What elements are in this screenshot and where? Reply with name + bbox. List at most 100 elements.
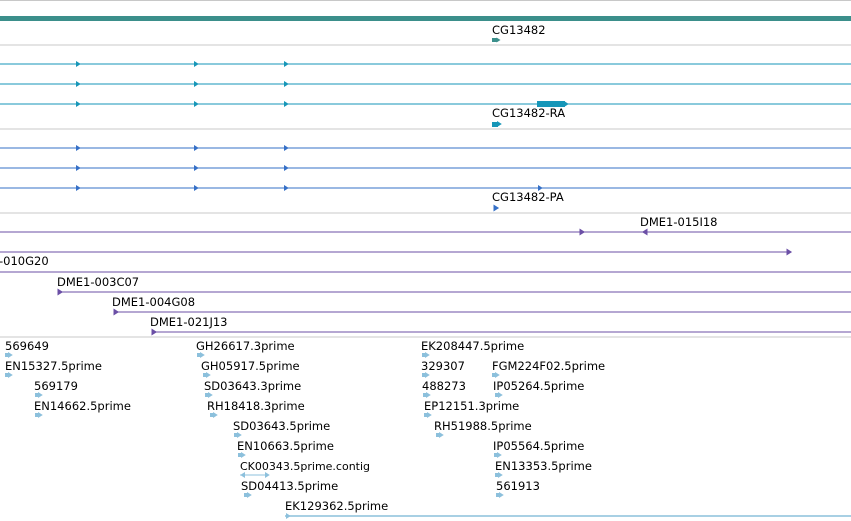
est-arrow [240,472,245,478]
est-arrow [8,352,13,358]
strand-arrow [76,165,81,171]
est-arrow [439,432,444,438]
est-arrow [425,352,430,358]
est-label[interactable]: FGM224F02.5prime [492,359,606,373]
gene-feature [492,38,497,42]
est-feature [35,413,39,417]
clone-arrow [786,248,793,256]
rna-feature-arrow [497,121,502,127]
est-label[interactable]: EK129362.5prime [285,499,389,513]
est-feature [210,413,214,417]
est-feature [494,453,498,457]
est-feature [495,393,499,397]
est-arrow [206,372,211,378]
est-arrow [265,472,270,478]
protein-transcript-label[interactable]: CG13482-PA [492,190,564,204]
clone-label[interactable]: DME1-003C07 [57,275,140,289]
protein-end-arrow [538,185,543,191]
strand-arrow [194,145,199,151]
est-feature [238,453,242,457]
est-label[interactable]: EK208447.5prime [421,339,525,353]
strand-arrow [284,101,289,107]
est-arrow [498,392,503,398]
est-label[interactable]: SD03643.3prime [204,379,302,393]
est-label[interactable]: IP05264.5prime [493,379,585,393]
est-feature [495,473,499,477]
strand-arrow [194,81,199,87]
est-label[interactable]: EN15327.5prime [5,359,102,373]
clone-label[interactable]: DME1-015I18 [640,215,718,229]
strand-arrow [76,81,81,87]
rna-exon [537,101,565,107]
est-label[interactable]: EP12151.3prime [424,399,520,413]
strand-arrow [76,185,81,191]
est-feature [422,353,426,357]
est-arrow [38,392,43,398]
est-arrow [426,392,431,398]
strand-arrow [284,61,289,67]
est-feature [35,393,39,397]
est-label[interactable]: 569179 [34,379,78,393]
strand-arrow [284,165,289,171]
est-feature [424,413,428,417]
est-feature [5,373,9,377]
strand-arrow [194,101,199,107]
est-label[interactable]: RH51988.5prime [434,419,532,433]
est-feature [492,373,496,377]
est-feature [496,493,500,497]
est-arrow [495,372,500,378]
clone-arrow [641,228,648,236]
strand-arrow [194,165,199,171]
strand-arrow [284,145,289,151]
est-label[interactable]: RH18418.3prime [207,399,305,413]
clone-label[interactable]: -010G20 [0,254,49,268]
est-feature [5,353,9,357]
est-label[interactable]: SD03643.5prime [233,419,331,433]
est-label[interactable]: GH26617.3prime [196,339,295,353]
strand-arrow [194,185,199,191]
est-label[interactable]: EN10663.5prime [237,439,334,453]
est-arrow [237,432,242,438]
est-label[interactable]: EN14662.5prime [34,399,131,413]
est-feature [205,393,209,397]
clone-label[interactable]: DME1-021J13 [150,315,228,329]
est-arrow [8,372,13,378]
est-arrow [200,352,205,358]
est-label[interactable]: SD04413.5prime [241,479,339,493]
est-arrow [425,372,430,378]
est-label[interactable]: CK00343.5prime.contig [240,460,371,473]
clone-arrow [151,328,158,336]
strand-arrow [76,145,81,151]
clone-arrow [579,228,586,236]
est-arrow [213,412,218,418]
clone-label[interactable]: DME1-004G08 [112,295,196,309]
est-arrow [427,412,432,418]
est-arrow [498,472,503,478]
protein-feature-arrow [493,204,500,212]
est-label[interactable]: 569649 [5,339,49,353]
est-arrow [241,452,246,458]
est-label[interactable]: IP05564.5prime [493,439,585,453]
est-feature [422,373,426,377]
est-label[interactable]: GH05917.5prime [201,359,300,373]
gene-label[interactable]: CG13482 [492,23,546,37]
est-arrow [286,513,291,519]
est-arrow [247,492,252,498]
clone-arrow [57,288,64,296]
gene-strand-arrow [496,37,501,43]
strand-arrow [284,81,289,87]
est-label[interactable]: EN13353.5prime [495,459,592,473]
gene-bar [0,16,851,21]
rna-feature [492,122,498,127]
est-label[interactable]: 329307 [421,359,465,373]
est-label[interactable]: 561913 [496,479,540,493]
strand-arrow [76,61,81,67]
est-feature [197,353,201,357]
est-feature [436,433,440,437]
est-arrow [38,412,43,418]
rna-transcript-label[interactable]: CG13482-RA [492,106,566,120]
est-label[interactable]: 488273 [422,379,466,393]
est-arrow [499,492,504,498]
